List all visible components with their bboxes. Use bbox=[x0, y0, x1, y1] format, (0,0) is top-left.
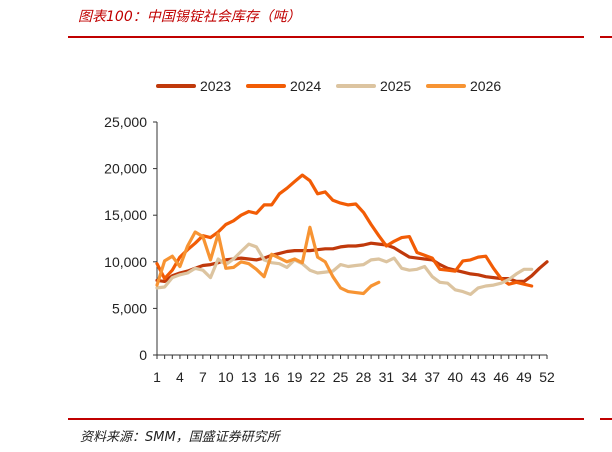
x-tick-label: 46 bbox=[493, 369, 509, 385]
legend-label-2025: 2025 bbox=[380, 78, 411, 94]
footer-divider-tick bbox=[600, 418, 612, 420]
series-line-2024 bbox=[155, 173, 534, 288]
series-line-2026 bbox=[155, 225, 381, 296]
x-tick-label: 31 bbox=[379, 369, 395, 385]
x-tick-label: 28 bbox=[356, 369, 372, 385]
x-tick-label: 25 bbox=[333, 369, 349, 385]
x-tick-label: 34 bbox=[402, 369, 418, 385]
legend-label-2024: 2024 bbox=[290, 78, 321, 94]
series-layer bbox=[155, 173, 549, 296]
x-tick-label: 40 bbox=[447, 369, 463, 385]
x-tick-label: 37 bbox=[425, 369, 441, 385]
source-note: 资料来源：SMM，国盛证券研究所 bbox=[80, 430, 280, 445]
header-divider-tick bbox=[600, 36, 612, 38]
x-tick-label: 52 bbox=[539, 369, 555, 385]
chart-title: 图表100：中国锡锭社会库存（吨） bbox=[78, 9, 301, 25]
x-tick-label: 1 bbox=[153, 369, 161, 385]
x-tick-label: 19 bbox=[287, 369, 303, 385]
series-line-2025 bbox=[155, 242, 534, 296]
x-tick-label: 4 bbox=[176, 369, 184, 385]
x-tick-label: 10 bbox=[218, 369, 234, 385]
legend-label-2026: 2026 bbox=[470, 78, 501, 94]
x-tick-label: 13 bbox=[241, 369, 257, 385]
footer-divider bbox=[68, 418, 584, 420]
x-tick-label: 7 bbox=[199, 369, 207, 385]
y-tick-label: 25,000 bbox=[104, 114, 147, 130]
x-tick-label: 49 bbox=[516, 369, 532, 385]
header-divider bbox=[68, 36, 584, 38]
y-tick-label: 0 bbox=[139, 347, 147, 363]
y-tick-label: 20,000 bbox=[104, 161, 147, 177]
y-tick-label: 5,000 bbox=[112, 300, 147, 316]
axes: 0 5,000 10,000 15,000 20,000 25,000 1 4 7 10 13 16 1… bbox=[104, 114, 555, 385]
x-tick-label: 43 bbox=[470, 369, 486, 385]
y-tick-label: 10,000 bbox=[104, 254, 147, 270]
legend-label-2023: 2023 bbox=[200, 78, 231, 94]
legend: 2023 2024 2025 2026 bbox=[156, 78, 501, 94]
y-tick-label: 15,000 bbox=[104, 207, 147, 223]
x-tick-label: 16 bbox=[264, 369, 280, 385]
x-tick-label: 22 bbox=[310, 369, 326, 385]
